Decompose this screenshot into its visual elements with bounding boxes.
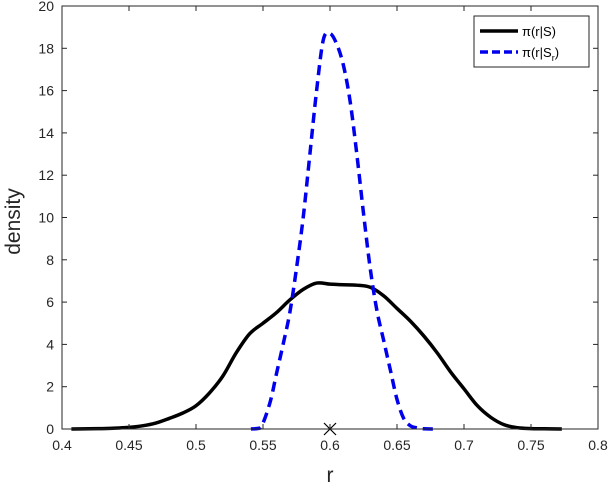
series-line-1 [71, 281, 562, 431]
legend-label-1: π(r|S) [522, 24, 556, 39]
x-tick-label: 0.75 [517, 437, 544, 453]
x-tick-label: 0.7 [454, 437, 474, 453]
x-tick-label: 0.65 [383, 437, 410, 453]
y-axis-label: density [2, 188, 25, 255]
legend: π(r|S)π(r|Sr) [473, 15, 590, 68]
y-tick-label: 20 [38, 0, 54, 14]
series-layer [71, 30, 562, 431]
x-tick-label: 0.45 [115, 437, 142, 453]
legend-label-main: π(r|S) [522, 24, 556, 39]
y-tick-label: 10 [38, 210, 54, 226]
series-line-2 [250, 30, 435, 431]
y-tick-label: 12 [38, 167, 54, 183]
x-tick-label: 0.6 [320, 437, 340, 453]
x-tick-label: 0.55 [249, 437, 276, 453]
y-tick-label: 8 [46, 252, 54, 268]
x-tick-label: 0.5 [186, 437, 206, 453]
legend-label-subscript: r [552, 53, 555, 63]
y-tick-label: 18 [38, 40, 54, 56]
y-tick-label: 0 [46, 421, 54, 437]
legend-label-2: π(r|Sr) [522, 45, 559, 63]
x-tick-label: 0.4 [52, 437, 72, 453]
plot-area [62, 6, 598, 429]
ticks: 0.4 0.45 0.5 0.55 0.6 0.65 0.7 0.75 0.8 0 2 4 6 8 10 12… [38, 0, 608, 453]
y-tick-label: 6 [46, 294, 54, 310]
legend-label-tail: ) [555, 45, 559, 60]
x-tick-label: 0.8 [588, 437, 608, 453]
plot-background [62, 6, 598, 429]
y-tick-label: 2 [46, 379, 54, 395]
x-axis-label: r [327, 464, 334, 486]
y-tick-label: 14 [38, 125, 54, 141]
y-tick-label: 4 [46, 336, 54, 352]
y-tick-label: 16 [38, 83, 54, 99]
legend-label-main: π(r|S [522, 45, 552, 60]
legend-box [473, 15, 590, 68]
